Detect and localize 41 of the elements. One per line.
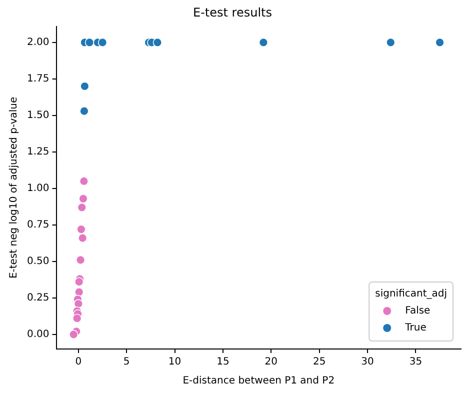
- point: [435, 38, 444, 48]
- point: [98, 38, 108, 48]
- point: [386, 38, 396, 48]
- point: [69, 330, 78, 340]
- x-tick-label: 35: [409, 356, 422, 368]
- y-tick-label: 2.00: [27, 37, 50, 48]
- point: [77, 202, 86, 212]
- legend-label: False: [405, 306, 430, 317]
- x-tick-label: 10: [168, 356, 182, 368]
- x-tick-label: 5: [123, 356, 130, 368]
- y-tick-label: 0.50: [27, 256, 50, 268]
- point: [74, 287, 84, 297]
- point: [80, 106, 89, 116]
- x-tick-label: 15: [216, 356, 230, 368]
- point: [152, 38, 162, 48]
- point: [72, 314, 82, 323]
- y-tick-label: 0.75: [27, 220, 50, 231]
- point: [78, 233, 88, 243]
- y-axis-title: E-test neg log10 of adjusted p-value: [8, 96, 20, 279]
- y-tick-label: 1.25: [27, 146, 50, 158]
- y-tick-label: 1.00: [27, 183, 50, 194]
- y-tick-label: 1.75: [27, 74, 50, 85]
- y-tick-label: 1.50: [27, 110, 50, 122]
- point: [78, 194, 88, 204]
- legend-title: significant_adj: [375, 288, 447, 300]
- x-tick-label: 0: [75, 356, 82, 368]
- point: [74, 277, 84, 286]
- point: [79, 176, 89, 186]
- y-tick-label: 0.00: [27, 328, 50, 340]
- point: [80, 82, 90, 91]
- y-tick-label: 0.25: [27, 292, 50, 304]
- chart-title: E-test results: [193, 5, 272, 20]
- point: [84, 38, 94, 48]
- x-axis-title: E-distance between P1 and P2: [182, 376, 335, 387]
- x-tick-label: 25: [312, 356, 326, 368]
- x-tick-label: 30: [361, 356, 374, 368]
- point: [258, 38, 268, 48]
- legend-label: True: [404, 322, 426, 334]
- point: [76, 255, 86, 265]
- point: [76, 224, 86, 234]
- x-tick-label: 20: [264, 356, 278, 368]
